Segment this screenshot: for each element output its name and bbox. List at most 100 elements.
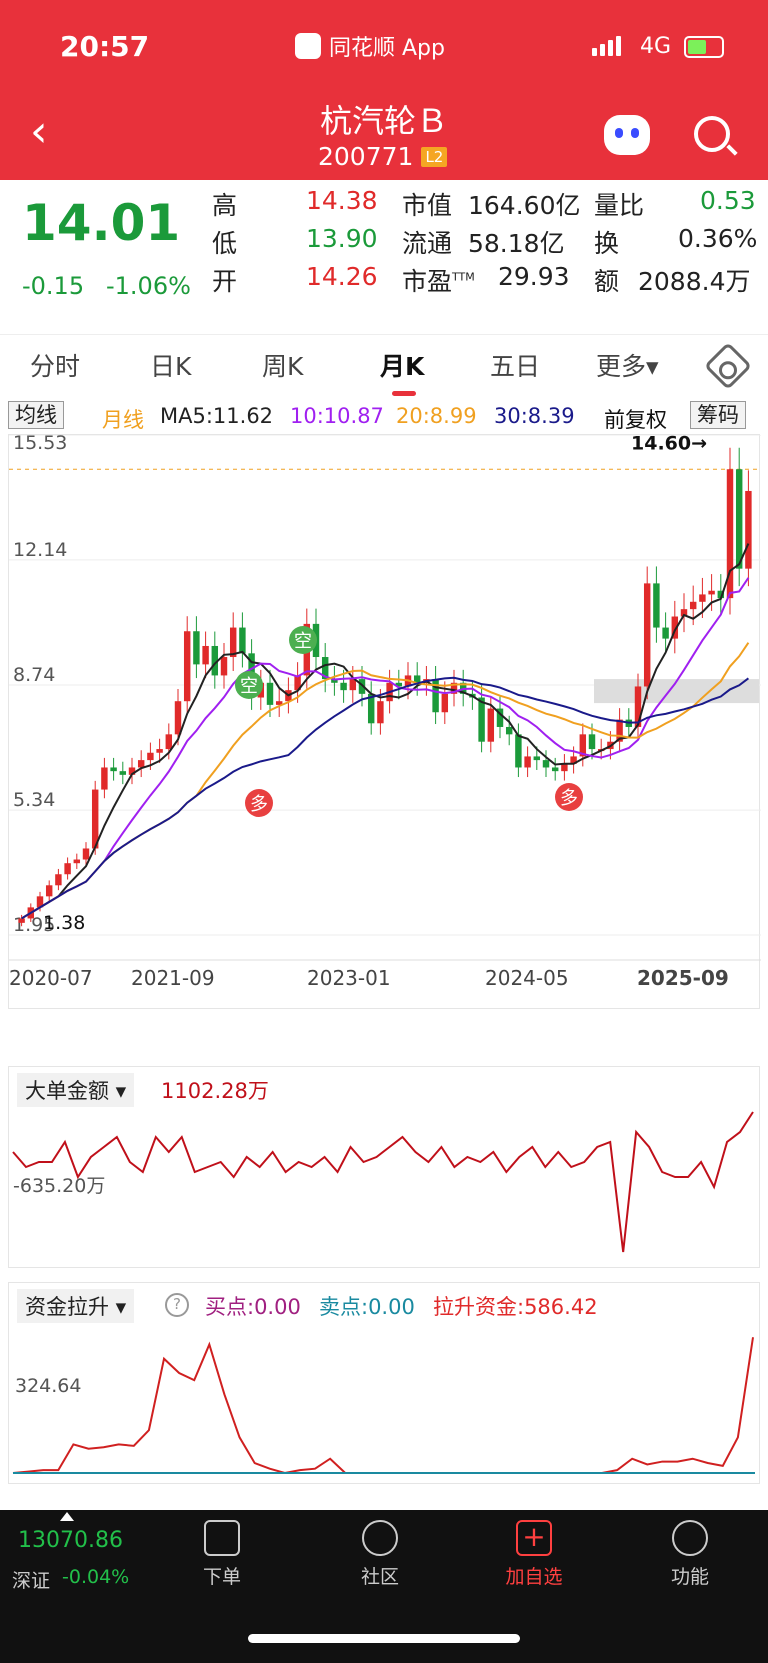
big-order-panel: 大单金额 ▾ 1102.28万 -635.20万 [8, 1066, 760, 1268]
candle-body [229, 627, 237, 658]
signal-marker-label: 多 [560, 788, 578, 809]
price-change: -0.15 [22, 272, 85, 300]
ma20-value: 20:8.99 [396, 404, 477, 428]
index-value[interactable]: 13070.86 [18, 1528, 123, 1553]
signal-marker-label: 空 [240, 676, 258, 697]
x-tick-label: 2020-07 [9, 966, 93, 990]
series-line [12, 1111, 754, 1253]
tab-monthly-k[interactable]: 月K [380, 347, 424, 396]
order-label: 下单 [202, 1566, 241, 1588]
star-icon [362, 1520, 398, 1556]
ma5-value: MA5:11.62 [160, 404, 274, 428]
ma30-value: 30:8.39 [494, 404, 575, 428]
fund-lift-title-text: 资金拉升 [25, 1295, 109, 1319]
level-badge: L2 [421, 146, 448, 167]
period-label: 月线 [102, 408, 144, 432]
candle-body [616, 719, 623, 742]
candle-body [432, 679, 439, 713]
fund-lift-title[interactable]: 资金拉升 ▾ [17, 1289, 135, 1323]
signal-marker [245, 789, 273, 817]
last-price-label: 14.60→ [631, 435, 707, 454]
tab-timeshare[interactable]: 分时 [30, 352, 81, 381]
search-icon[interactable] [694, 116, 730, 152]
candle-body [579, 734, 587, 757]
x-tick-label: 2025-09 [637, 966, 729, 990]
big-order-value: 1102.28万 [161, 1079, 269, 1103]
pe-sup: TTM [452, 270, 475, 284]
ma-toggle-button[interactable]: 均线 [8, 401, 64, 429]
tab-five-day[interactable]: 五日 [490, 352, 541, 381]
x-tick-label: 2021-09 [131, 966, 215, 990]
back-button[interactable]: ‹ [30, 106, 48, 157]
period-tabs: 分时 日K 周K 月K 五日 更多▾ [0, 334, 768, 398]
function-label: 功能 [670, 1566, 709, 1588]
last-price: 14.01 [22, 194, 181, 252]
ma5-line [21, 543, 750, 920]
candle-body [202, 645, 209, 665]
candle-body [653, 583, 660, 628]
chip-button[interactable]: 筹码 [690, 401, 746, 429]
function-button[interactable]: 功能 [640, 1520, 740, 1589]
expand-arrow-icon[interactable] [60, 1512, 74, 1521]
candle-body [487, 708, 495, 742]
big-order-title-text: 大单金额 [25, 1079, 109, 1103]
add-watchlist-button[interactable]: + 加自选 [484, 1520, 584, 1589]
candle-body [533, 756, 541, 761]
index-change: -0.04% [62, 1566, 130, 1588]
ma10-line [21, 577, 750, 920]
candle-body [496, 708, 504, 727]
candle-body [643, 583, 651, 687]
help-icon[interactable]: ? [165, 1293, 189, 1317]
candle-body [570, 756, 577, 764]
high-value: 14.38 [306, 186, 378, 215]
candle-body [634, 686, 642, 727]
x-tick-label: 2023-01 [307, 966, 391, 990]
candle-body [699, 594, 706, 602]
kline-chart[interactable]: 15.53 12.14 8.74 5.34 1.95 14.60→ 1.38 空空多多 2020… [8, 432, 761, 1009]
candle-body [588, 734, 596, 750]
quote-panel: 14.01 -0.15 -1.06% 高 14.38 低 13.90 开 14.… [0, 180, 768, 320]
signal-marker [555, 783, 583, 811]
open-label: 开 [212, 267, 238, 296]
app-name: 同花顺 App [329, 36, 445, 61]
candle-body [367, 693, 375, 724]
candle-body [165, 734, 173, 750]
candle-body [147, 752, 154, 761]
tab-daily-k[interactable]: 日K [150, 352, 192, 381]
buy-point: 买点:0.00 [205, 1295, 301, 1319]
candle-body [211, 645, 219, 676]
candle-body [45, 885, 53, 897]
big-order-title[interactable]: 大单金额 ▾ [17, 1073, 135, 1107]
big-order-axis: -635.20万 [13, 1175, 106, 1197]
candle-body [377, 701, 384, 724]
candle-body [239, 627, 246, 654]
tab-weekly-k[interactable]: 周K [262, 352, 304, 381]
candle-body [183, 631, 191, 702]
candle-body [321, 657, 329, 680]
candle-body [137, 760, 145, 768]
robot-assistant-icon[interactable] [604, 115, 650, 155]
candle-body [662, 627, 669, 639]
stock-code: 200771 [318, 142, 414, 171]
open-value: 14.26 [306, 262, 378, 291]
fund-lift-svg [12, 1337, 755, 1475]
candle-body [91, 789, 99, 849]
candle-body [735, 469, 743, 569]
candle-body [294, 675, 301, 691]
tab-more[interactable]: 更多▾ [596, 352, 659, 381]
candle-body [450, 682, 458, 694]
candle-body [745, 490, 752, 569]
ma10-value: 10:10.87 [290, 404, 384, 428]
settings-icon[interactable] [703, 341, 753, 391]
vr-label: 量比 [594, 191, 645, 220]
y-tick-label: 15.53 [13, 435, 67, 454]
adjust-mode[interactable]: 前复权 [604, 408, 667, 432]
order-button[interactable]: 下单 [172, 1520, 272, 1589]
signal-marker [289, 626, 317, 654]
pe-value: 29.93 [498, 262, 570, 291]
candle-body [18, 918, 25, 923]
community-button[interactable]: 社区 [330, 1520, 430, 1589]
candle-body [561, 763, 568, 772]
candle-body [119, 771, 127, 775]
candle-body [266, 682, 274, 705]
